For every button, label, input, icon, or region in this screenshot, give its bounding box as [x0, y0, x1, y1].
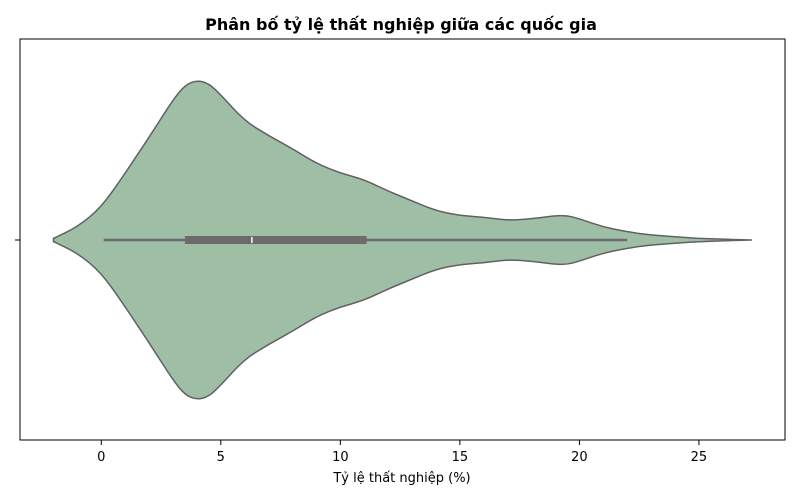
x-tick-label: 20 — [571, 450, 588, 465]
x-axis-label: Tỷ lệ thất nghiệp (%) — [332, 471, 470, 486]
x-tick-label: 5 — [217, 450, 225, 465]
x-tick-label: 0 — [97, 450, 105, 465]
x-tick-label: 10 — [332, 450, 349, 465]
x-tick-label: 15 — [452, 450, 469, 465]
x-tick-label: 25 — [691, 450, 708, 465]
chart-title: Phân bố tỷ lệ thất nghiệp giữa các quốc … — [205, 15, 597, 34]
x-axis-ticks: 0 5 10 15 20 25 — [97, 440, 707, 465]
interquartile-box — [184, 236, 367, 244]
